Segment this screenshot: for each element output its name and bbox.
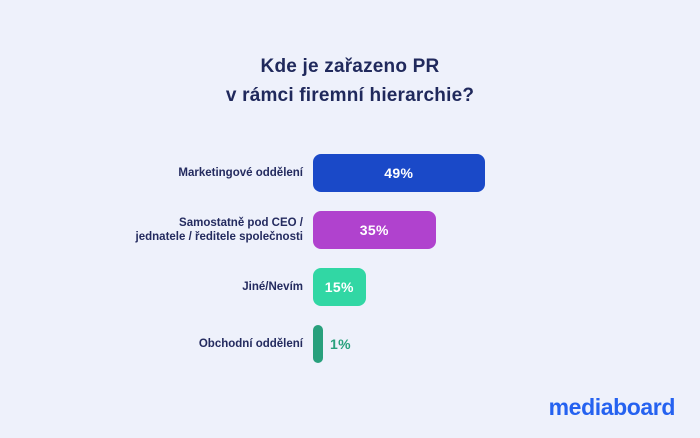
bar: 15%: [313, 268, 366, 306]
mediaboard-logo: mediaboard: [548, 394, 676, 420]
bar-value-label: 35%: [359, 222, 389, 238]
bar-category-label: Obchodní oddělení: [198, 338, 303, 350]
bar-value-label: 49%: [384, 165, 414, 181]
bar-value-label: 15%: [324, 279, 354, 295]
bar: 49%: [313, 154, 485, 192]
bar: 35%: [313, 211, 436, 249]
bar-category-label: Samostatně pod CEO / jednatele / ředitel…: [135, 217, 303, 243]
chart-title-line1: Kde je zařazeno PR: [260, 56, 440, 77]
bar-row: Samostatně pod CEO / jednatele / ředitel…: [0, 211, 700, 249]
bar-row: Obchodní oddělení 1%: [0, 325, 700, 363]
bar-category-label: Marketingové oddělení: [178, 167, 303, 179]
chart-title-line2: v rámci firemní hierarchie?: [225, 85, 475, 106]
bar: [313, 325, 323, 363]
chart-title: Kde je zařazeno PR v rámci firemní hiera…: [0, 52, 700, 110]
bar-category-label: Jiné/Nevím: [242, 281, 303, 293]
bar-row: Marketingové oddělení 49%: [0, 154, 700, 192]
bar-value-label: 1%: [330, 336, 351, 352]
bar-row: Jiné/Nevím 15%: [0, 268, 700, 306]
